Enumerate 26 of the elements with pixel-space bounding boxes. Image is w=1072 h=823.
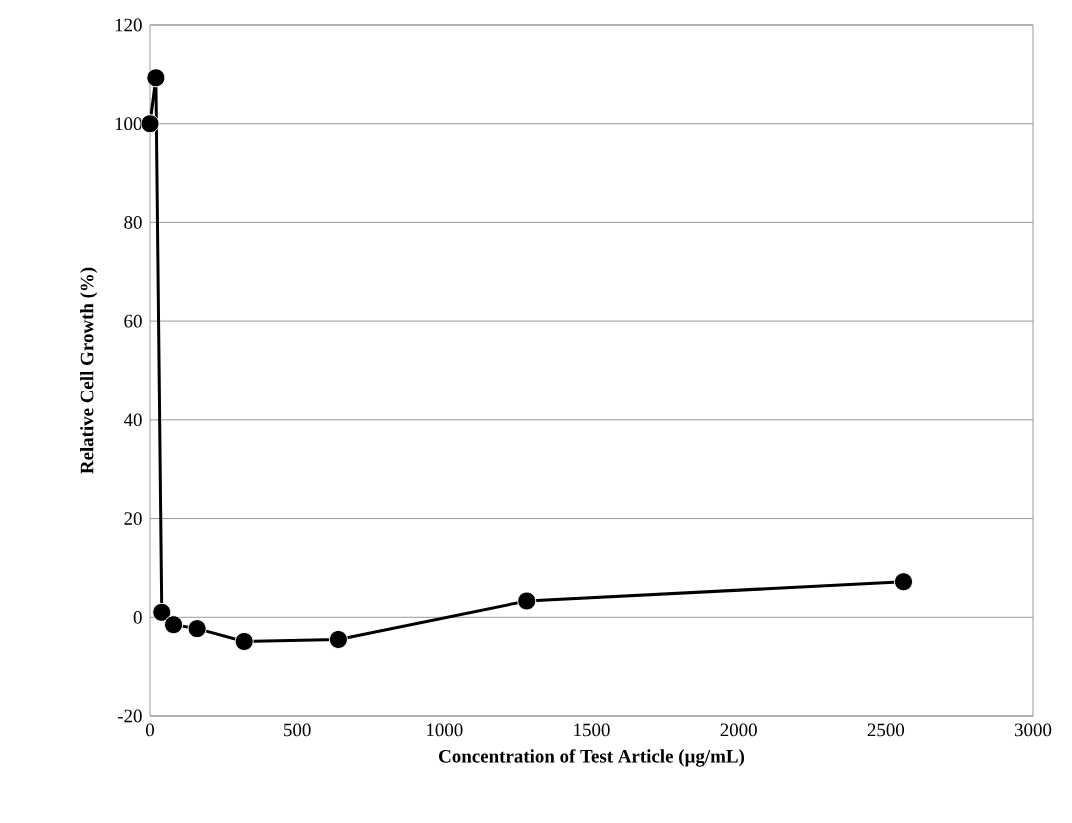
- y-axis-title: Relative Cell Growth (%): [80, 267, 98, 474]
- x-axis-title: Concentration of Test Article (µg/mL): [439, 749, 745, 767]
- y-tick-label: 100: [115, 117, 142, 131]
- point: [140, 114, 160, 134]
- x-tick-label: 500: [284, 723, 311, 737]
- y-tick-label: 60: [124, 314, 142, 328]
- y-tick-label: -20: [117, 709, 142, 723]
- y-tick-label: 80: [124, 216, 142, 229]
- x-tick-label: 3000: [1014, 723, 1052, 737]
- point: [164, 615, 184, 635]
- x-tick-label: 1000: [427, 723, 463, 737]
- y-tick-label: 120: [115, 18, 142, 32]
- point: [328, 630, 348, 649]
- x-tick-label: 2500: [867, 723, 905, 737]
- y-tick-label: 0: [133, 610, 142, 624]
- point: [187, 619, 207, 639]
- point: [146, 68, 166, 88]
- x-tick-label: 2000: [720, 723, 757, 737]
- point: [517, 591, 537, 611]
- point: [234, 631, 254, 651]
- y-tick-label: 40: [123, 413, 142, 427]
- point: [894, 572, 913, 592]
- point: [152, 602, 172, 622]
- x-tick-label: 1500: [574, 723, 610, 737]
- x-tick-label: 0: [145, 723, 154, 737]
- y-tick-label: 20: [124, 512, 142, 525]
